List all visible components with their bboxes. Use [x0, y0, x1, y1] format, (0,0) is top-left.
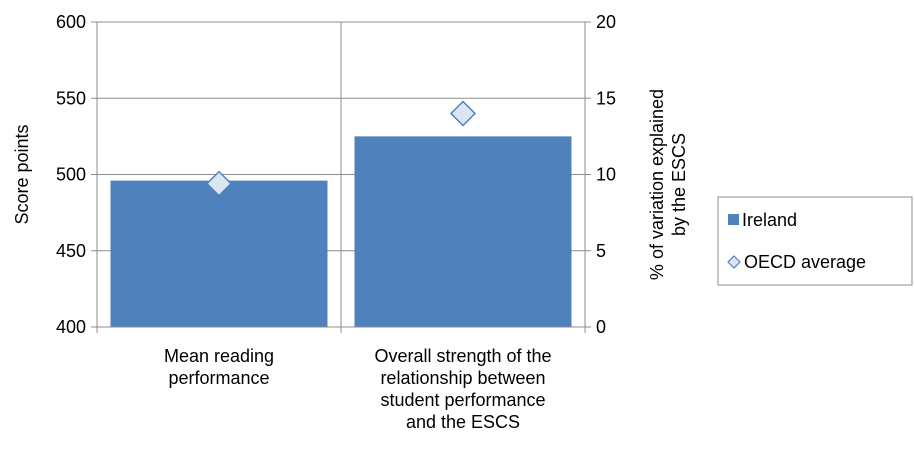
bar-series — [110, 136, 572, 327]
bar-ireland-1 — [354, 136, 572, 327]
bar-ireland-0 — [110, 180, 328, 327]
y2-axis-title-line-0: % of variation explained — [647, 89, 667, 280]
y2-tick-label-20: 20 — [596, 12, 616, 32]
category-label-1-line-3: and the ESCS — [406, 412, 520, 432]
category-labels: Mean reading performance Overall strength … — [164, 346, 552, 432]
category-label-0: Mean reading performance — [164, 346, 274, 388]
category-label-1-line-0: Overall strength of the — [374, 346, 551, 366]
legend-label-ireland: Ireland — [742, 210, 797, 230]
legend-label-oecd-average: OECD average — [744, 252, 866, 272]
legend-swatch-ireland — [728, 214, 739, 225]
legend-swatch-oecd-average — [727, 255, 741, 269]
y-axis-title: Score points — [12, 124, 32, 224]
legend: Ireland OECD average — [717, 196, 913, 286]
y-tick-label-600: 600 — [56, 12, 86, 32]
y2-tick-label-5: 5 — [596, 241, 606, 261]
marker-series — [205, 100, 477, 197]
y2-tick-label-15: 15 — [596, 88, 616, 108]
y2-axis-ticks: 0 5 10 15 20 — [585, 12, 616, 337]
y-tick-label-500: 500 — [56, 165, 86, 185]
marker-oecd-average-1 — [449, 100, 477, 127]
category-label-1-line-2: student performance — [380, 390, 545, 410]
y2-axis-title: % of variation explained by the ESCS — [647, 89, 689, 280]
marker-oecd-average-0 — [205, 170, 233, 197]
y-tick-label-550: 550 — [56, 88, 86, 108]
y2-axis-title-line-1: by the ESCS — [669, 133, 689, 236]
category-label-0-line-1: performance — [168, 368, 269, 388]
category-label-0-line-0: Mean reading — [164, 346, 274, 366]
y-tick-label-400: 400 — [56, 317, 86, 337]
legend-box — [717, 196, 913, 286]
category-label-1-line-1: relationship between — [380, 368, 545, 388]
y-tick-label-450: 450 — [56, 241, 86, 261]
y-axis-ticks: 400 450 500 550 600 — [56, 12, 97, 337]
axis-titles: Score points % of variation explained by t… — [12, 89, 689, 280]
y2-tick-label-0: 0 — [596, 317, 606, 337]
y2-tick-label-10: 10 — [596, 165, 616, 185]
category-label-1: Overall strength of the relationship betw… — [374, 346, 551, 432]
